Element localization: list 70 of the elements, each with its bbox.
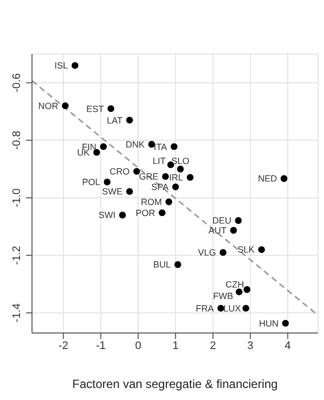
point (230, 226, 237, 234)
annotation: CZH (225, 280, 244, 290)
annotation: SLO (171, 156, 190, 166)
y-tick-label: -0.8 (11, 130, 23, 150)
annotation: NED (258, 174, 278, 184)
annotation: HUN (258, 318, 278, 328)
point (148, 140, 156, 148)
point (165, 198, 172, 206)
point (244, 286, 250, 293)
annotation: SWI (98, 210, 116, 220)
x-tick-label: 2 (210, 340, 216, 352)
annotation: ISL (54, 60, 68, 71)
point (220, 249, 226, 256)
annotation: CRO (110, 166, 130, 177)
point (119, 212, 126, 218)
annotation: SWE (102, 186, 123, 197)
point (170, 143, 178, 150)
annotation: IRL (169, 172, 184, 183)
annotation: FRA (196, 303, 214, 314)
point (162, 173, 169, 180)
annotation: EST (86, 104, 104, 114)
annotation: LIT (152, 156, 166, 166)
point (133, 168, 140, 175)
annotation: GRE (138, 172, 158, 182)
point (126, 188, 133, 195)
point (104, 178, 111, 186)
point (282, 320, 289, 327)
point (186, 174, 194, 181)
x-tick-label: 4 (284, 340, 291, 352)
annotation: LAT (106, 115, 124, 126)
annotation: POR (136, 208, 156, 218)
annotation: LUX (223, 303, 241, 314)
point (93, 148, 100, 156)
x-tick-label: 0 (135, 340, 142, 352)
annotation: POL (82, 177, 100, 188)
point (234, 217, 242, 224)
x-axis-title: Factoren van segregatie & financiering (72, 377, 278, 391)
point (280, 175, 288, 182)
x-tick-label: 1 (172, 340, 179, 352)
point (107, 105, 114, 112)
annotation: AUT (208, 225, 228, 236)
annotation: SPA (151, 182, 169, 192)
point (242, 304, 250, 312)
annotation: FWB (213, 291, 234, 302)
point (100, 143, 107, 150)
point (126, 116, 133, 124)
point (177, 166, 184, 172)
point (72, 62, 78, 69)
annotation: DEU (212, 216, 232, 226)
point (174, 261, 182, 268)
point (236, 288, 243, 296)
y-tick-label: -1.2 (11, 246, 23, 265)
annotation: DNK (126, 139, 145, 150)
point (158, 209, 166, 216)
point (217, 304, 224, 312)
y-tick-label: -1.4 (11, 303, 23, 322)
annotation: BUL (153, 260, 171, 270)
annotation: ITA (154, 142, 168, 152)
x-tick-label: -2 (58, 340, 68, 352)
y-tick-label: -0.6 (11, 73, 23, 92)
x-tick-label: 3 (247, 340, 254, 352)
point (258, 246, 265, 253)
point (172, 183, 179, 190)
annotation: NOR (38, 100, 59, 111)
x-tick-label: -1 (96, 340, 106, 352)
annotation: ROM (140, 196, 162, 207)
annotation: VLG (198, 248, 216, 258)
point (62, 102, 69, 110)
y-tick-label: -1.0 (11, 188, 23, 208)
annotation: SLK (238, 244, 255, 255)
